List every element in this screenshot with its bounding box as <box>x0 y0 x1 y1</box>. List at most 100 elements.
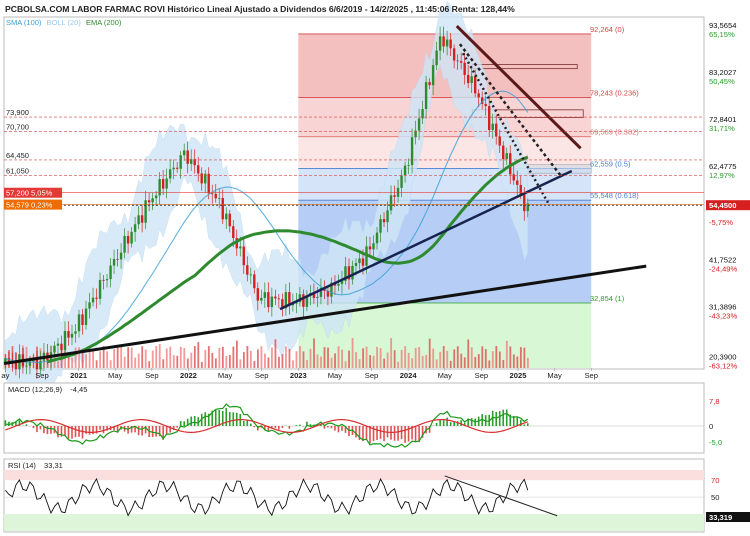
dotted-trendline <box>461 52 550 204</box>
volume-bar-135 <box>477 354 480 368</box>
candle-body-118 <box>417 118 421 131</box>
rsi-oversold-zone <box>4 514 704 531</box>
candle-body-72 <box>256 288 260 301</box>
x-tick-9: May <box>328 371 343 380</box>
volume-bar-136 <box>481 346 484 368</box>
macd-hist-73 <box>260 426 263 428</box>
candle-body-111 <box>393 195 396 197</box>
volume-bar-76 <box>271 347 273 368</box>
macd-hist-100 <box>355 426 357 438</box>
volume-bar-123 <box>435 359 438 368</box>
macd-hist-58 <box>207 413 210 426</box>
indicator-legend: SMA (100) BOLL (20) EMA (200) <box>6 18 122 27</box>
volume-bar-102 <box>362 348 364 368</box>
macd-tick-1: 0 <box>709 422 713 431</box>
candle-body-139 <box>491 123 494 131</box>
volume-bar-141 <box>498 351 501 368</box>
candle-body-36 <box>130 231 133 244</box>
x-tick-7: Sep <box>255 371 269 380</box>
right-pct-0: 65,15% <box>709 30 735 39</box>
macd-hist-71 <box>253 426 256 428</box>
candle-body-99 <box>351 265 354 280</box>
volume-bar-50 <box>179 346 182 368</box>
volume-bar-112 <box>397 361 400 368</box>
rsi-tick-1: 50 <box>711 493 719 502</box>
candle-body-96 <box>340 280 344 284</box>
volume-bar-33 <box>120 346 123 368</box>
volume-bar-15 <box>57 361 59 368</box>
macd-value: -4,45 <box>70 385 87 394</box>
x-tick-0: ay <box>1 371 9 380</box>
macd-hist-115 <box>407 426 410 442</box>
rsi-label: RSI (14) <box>8 461 36 470</box>
volume-bar-37 <box>134 357 137 368</box>
right-price-5: 41,7522 <box>709 256 736 265</box>
x-tick-13: Sep <box>475 371 489 380</box>
macd-hist-75 <box>267 426 270 431</box>
volume-bar-121 <box>428 338 431 368</box>
candle-body-50 <box>179 155 182 169</box>
macd-hist-65 <box>232 412 235 426</box>
x-tick-11: 2024 <box>400 371 418 380</box>
candle-body-129 <box>456 60 459 62</box>
right-price-1: 83,2027 <box>709 68 736 77</box>
candle-body-131 <box>463 62 466 75</box>
fib-label-2: 69,569 (0.382) <box>590 128 639 137</box>
macd-hist-113 <box>400 426 403 440</box>
volume-bar-144 <box>509 346 512 368</box>
right-price-7: 20,3900 <box>709 352 736 361</box>
candle-body-112 <box>396 187 400 197</box>
volume-bar-66 <box>235 340 238 368</box>
volume-bar-72 <box>257 349 259 368</box>
volume-bar-104 <box>369 355 372 368</box>
rsi-line <box>5 477 529 517</box>
candle-body-83 <box>295 301 298 304</box>
candle-body-64 <box>228 213 231 227</box>
main-panel: 92,264 (0) 78,243 (0.236) 69,569 (0.382) 62… <box>3 0 705 420</box>
x-tick-8: 2023 <box>290 371 307 380</box>
volume-bar-84 <box>299 346 301 368</box>
x-tick-2: 2021 <box>70 371 88 380</box>
candle-body-105 <box>372 243 375 250</box>
volume-bar-39 <box>141 346 144 368</box>
candle-body-102 <box>361 258 365 266</box>
candle-body-100 <box>354 263 358 266</box>
macd-hist-107 <box>379 426 382 439</box>
macd-hist-10 <box>39 426 42 430</box>
candle-body-136 <box>480 97 484 104</box>
volume-bar-111 <box>393 350 396 368</box>
volume-bar-129 <box>456 346 459 368</box>
rsi-current-box <box>706 512 750 522</box>
candle-body-86 <box>305 295 309 307</box>
macd-hist-6 <box>25 424 28 426</box>
candle-body-73 <box>260 297 263 301</box>
macd-hist-57 <box>204 412 207 426</box>
volume-bar-83 <box>295 351 298 368</box>
volume-bar-68 <box>242 351 245 368</box>
volume-bar-127 <box>449 360 452 368</box>
fib-label-4: 55,548 (0.618) <box>590 191 639 200</box>
volume-bar-75 <box>267 357 270 368</box>
left-level-label-1: 70,700 <box>6 123 29 132</box>
candle-body-142 <box>502 145 505 160</box>
candle-body-54 <box>193 159 196 166</box>
brand-label: PCBOLSA.COM <box>5 4 69 14</box>
volume-bar-115 <box>407 352 410 368</box>
volume-bar-70 <box>249 350 252 368</box>
candle-body-24 <box>88 302 91 309</box>
volume-bar-57 <box>204 350 207 368</box>
left-box-0 <box>4 187 62 198</box>
macd-hist-51 <box>183 421 185 426</box>
right-price-6: 31,3896 <box>709 303 736 312</box>
candle-body-108 <box>382 219 386 223</box>
right-pct-4: -5,75% <box>709 218 733 227</box>
candle-body-128 <box>452 48 456 61</box>
candle-body-22 <box>81 314 84 325</box>
candle-body-49 <box>175 167 179 169</box>
volume-bar-99 <box>351 338 354 368</box>
macd-hist-132 <box>467 418 469 426</box>
macd-hist-45 <box>162 426 164 440</box>
candle-body-81 <box>288 292 291 306</box>
candle-body-25 <box>91 297 95 303</box>
